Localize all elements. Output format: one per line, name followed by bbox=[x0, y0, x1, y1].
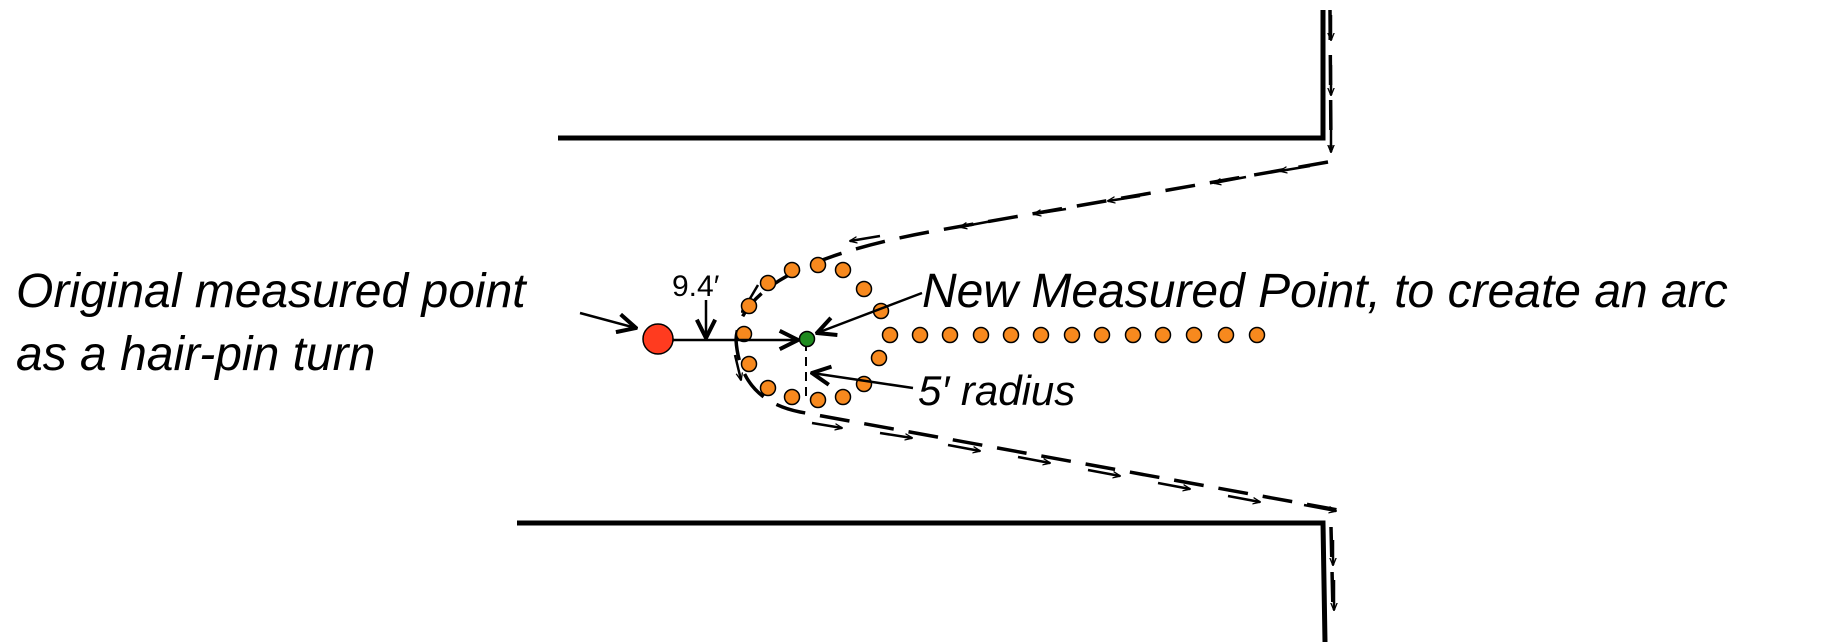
arc-point bbox=[834, 261, 852, 279]
leader-lines bbox=[579, 291, 923, 390]
arc-point bbox=[1185, 326, 1203, 344]
flow-arrow bbox=[1303, 503, 1336, 511]
flow-arrow bbox=[960, 219, 993, 227]
arc-point bbox=[1063, 326, 1081, 344]
flow-arrow bbox=[1227, 494, 1260, 502]
arc-point bbox=[1217, 326, 1235, 344]
top-road-edge bbox=[558, 10, 1326, 141]
arc-point bbox=[740, 297, 758, 315]
flow-arrow bbox=[1280, 164, 1311, 171]
arc-point bbox=[1032, 326, 1050, 344]
original-point-label-line2: as a hair-pin turn bbox=[16, 328, 375, 381]
arc-point bbox=[1154, 326, 1172, 344]
flow-arrow bbox=[850, 234, 881, 241]
arc-point bbox=[740, 355, 758, 373]
arc-point bbox=[809, 256, 827, 274]
flow-arrow bbox=[811, 421, 842, 428]
radius-label: 5′ radius bbox=[918, 367, 1075, 414]
flow-arrow bbox=[1157, 481, 1190, 489]
flow-arrow bbox=[1034, 207, 1067, 214]
flow-arrow bbox=[947, 443, 980, 451]
new-point-leader bbox=[817, 291, 923, 333]
arc-point bbox=[881, 326, 899, 344]
arc-point bbox=[1124, 326, 1142, 344]
new-measured-point bbox=[798, 330, 816, 348]
upper-approach-path bbox=[734, 160, 1339, 512]
arc-point bbox=[855, 280, 873, 298]
distance-label: 9.4′ bbox=[672, 270, 720, 303]
arc-point bbox=[809, 391, 827, 409]
flow-arrow bbox=[733, 354, 741, 380]
radius-leader bbox=[812, 373, 914, 390]
arc-point bbox=[834, 388, 852, 406]
arc-point bbox=[870, 349, 888, 367]
original-point-label-line1: Original measured point bbox=[16, 265, 527, 318]
flow-arrow bbox=[1017, 455, 1050, 463]
flow-arrow bbox=[879, 431, 912, 438]
arc-point bbox=[759, 274, 777, 292]
new-point-label: New Measured Point, to create an arc bbox=[922, 265, 1728, 318]
bottom-road-edge bbox=[517, 520, 1328, 642]
exit-vertical-path bbox=[1329, 526, 1335, 613]
arc-point bbox=[783, 261, 801, 279]
arc-point bbox=[972, 326, 990, 344]
flow-arrow bbox=[1108, 194, 1141, 201]
arc-point bbox=[1002, 326, 1020, 344]
flow-arrow bbox=[1087, 468, 1120, 476]
original-point-leader bbox=[579, 311, 636, 328]
arc-point bbox=[759, 379, 777, 397]
road-edges bbox=[517, 10, 1328, 642]
arc-point bbox=[1248, 326, 1266, 344]
arc-point bbox=[911, 326, 929, 344]
original-measured-point bbox=[642, 323, 674, 355]
arc-point bbox=[783, 388, 801, 406]
arc-point bbox=[1093, 326, 1111, 344]
flow-arrow bbox=[1214, 175, 1247, 183]
arc-point bbox=[941, 326, 959, 344]
direction-arrows bbox=[733, 15, 1336, 610]
distance-dimension bbox=[672, 300, 798, 340]
